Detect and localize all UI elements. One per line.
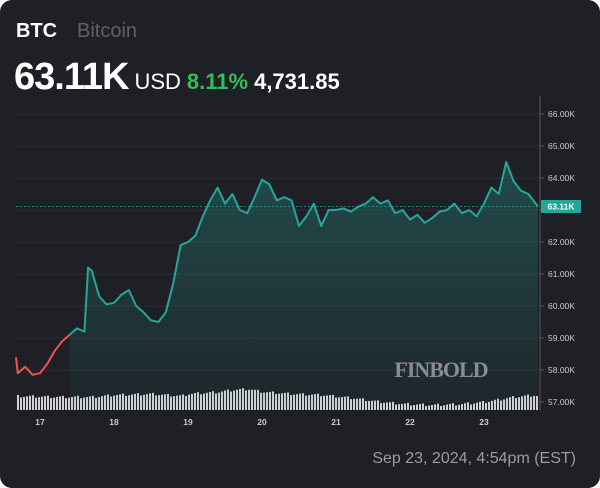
price-line-up	[68, 161, 539, 336]
y-axis-labels: 57.00K58.00K59.00K60.00K61.00K62.00K63.0…	[540, 109, 575, 407]
x-tick-label: 18	[109, 417, 119, 427]
y-tick-label: 58.00K	[548, 365, 575, 375]
ticker-symbol: BTC	[16, 20, 58, 42]
x-tick-label: 22	[405, 417, 415, 427]
x-tick-label: 19	[183, 417, 193, 427]
y-tick-label: 57.00K	[548, 397, 575, 407]
asset-name: Bitcoin	[77, 20, 138, 42]
y-tick-label: 62.00K	[548, 237, 575, 247]
price-line-down	[15, 334, 71, 376]
svg-text:63.11K: 63.11K	[548, 201, 576, 211]
timestamp: Sep 23, 2024, 4:54pm (EST)	[372, 450, 576, 467]
x-tick-label: 17	[35, 417, 45, 427]
price-area-fill	[69, 162, 538, 402]
currency-label: USD	[134, 69, 181, 94]
change-percent: 8.11%	[186, 69, 249, 94]
x-axis-labels: 17 18 19 20 21 22 23	[35, 417, 489, 427]
y-tick-label: 60.00K	[548, 301, 575, 311]
y-tick-label: 66.00K	[548, 109, 575, 119]
change-absolute: 4,731.85	[254, 69, 340, 94]
x-tick-label: 20	[257, 417, 267, 427]
y-tick-label: 64.00K	[548, 173, 575, 183]
price-row: 63.11K USD 8.11% 4,731.85	[14, 56, 340, 99]
current-price: 63.11K	[14, 56, 129, 98]
current-price-tag: 63.11K	[541, 199, 581, 213]
x-tick-label: 21	[331, 417, 341, 427]
y-tick-label: 65.00K	[548, 141, 575, 151]
y-tick-label: 61.00K	[548, 269, 575, 279]
y-tick-label: 59.00K	[548, 333, 575, 343]
finbold-watermark: FINBOLD	[394, 357, 487, 382]
x-tick-label: 23	[479, 417, 489, 427]
